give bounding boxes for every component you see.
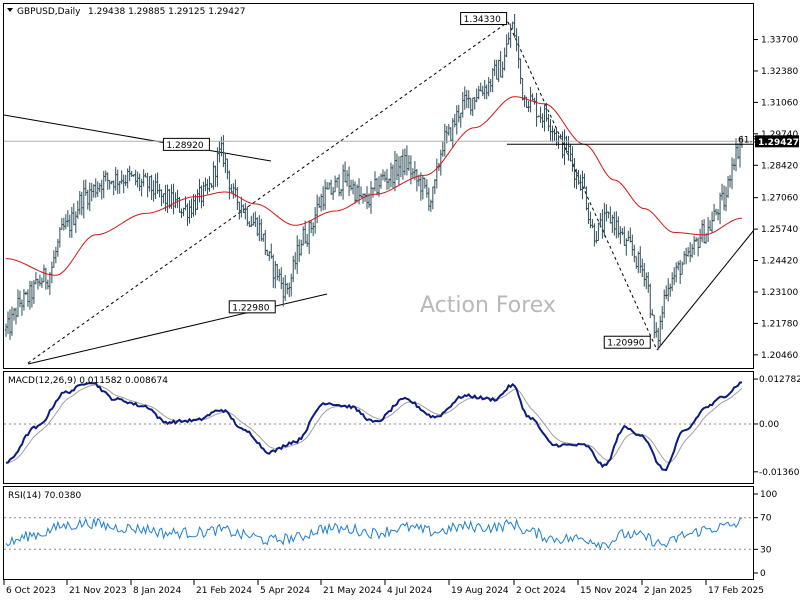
annotation-box — [603, 335, 651, 349]
time-axis: 6 Oct 2023 21 Nov 2023 8 Jan 2024 21 Feb 20… — [3, 580, 764, 596]
price-series — [4, 13, 744, 350]
time-tick-label: 17 Feb 2025 — [708, 586, 764, 596]
trendline-dashed-rise — [27, 21, 509, 364]
macd-label: MACD(12,26,9) 0.011582 0.008674 — [8, 376, 168, 386]
price-panel-frame — [3, 3, 754, 369]
price-annotation: 1.20990 — [603, 335, 651, 349]
annotation-box — [228, 300, 276, 314]
dropdown-triangle-icon — [7, 8, 13, 12]
time-tick-label: 2 Oct 2024 — [516, 586, 566, 596]
price-tick-label: 1.31060 — [761, 98, 798, 108]
rsi-panel: 100 70 30 0 — [4, 490, 777, 579]
trendline-lower-left — [27, 293, 328, 365]
last-price-badge-bg — [755, 135, 799, 148]
macd-panel-frame — [3, 371, 754, 484]
ohlc-values: 1.29438 1.29885 1.29125 1.29427 — [88, 7, 245, 17]
annotation-label: 1.20990 — [607, 339, 644, 349]
rsi-tick-label: 70 — [760, 514, 772, 524]
time-tick-label: 4 Jul 2024 — [387, 586, 432, 596]
macd-main-line — [5, 381, 742, 472]
rsi-tick-label: 30 — [760, 545, 772, 555]
price-tick-label: 1.28420 — [761, 161, 798, 171]
price-tick-label: 1.27060 — [761, 194, 798, 204]
fib-level-label: 61.8 — [738, 135, 758, 145]
macd-tick-label: -0.013603 — [759, 468, 800, 478]
rsi-tick-label: 100 — [760, 490, 777, 500]
symbol-header: GBPUSD,Daily 1.29438 1.29885 1.29125 1.2… — [7, 7, 245, 17]
annotation-box — [460, 12, 508, 26]
price-annotation: 1.28920 — [162, 137, 210, 151]
last-price-badge: 1.29427 — [755, 135, 799, 148]
annotation-label: 1.28920 — [166, 141, 203, 151]
macd-panel: 0.012782 0.00 -0.013603 — [4, 375, 800, 478]
price-tick-label: 1.33700 — [761, 36, 798, 46]
macd-signal-line — [6, 384, 743, 464]
price-annotation: 1.22980 — [228, 300, 276, 314]
price-tick-label: 1.20460 — [761, 351, 798, 361]
price-tick-label: 1.29740 — [761, 130, 798, 140]
macd-tick-label: 0.012782 — [759, 375, 800, 385]
price-annotations: 1.34330 1.28920 1.22980 1.20990 — [162, 12, 651, 349]
time-tick-label: 6 Oct 2023 — [6, 586, 56, 596]
watermark: Action Forex — [420, 293, 556, 318]
time-tick-label: 8 Jan 2024 — [133, 586, 181, 596]
annotation-label: 1.22980 — [232, 303, 269, 313]
price-annotation: 1.34330 — [460, 12, 508, 26]
moving-average-series — [5, 96, 743, 276]
price-tick-label: 1.25740 — [761, 225, 798, 235]
last-price-badge-label: 1.29427 — [758, 138, 799, 148]
time-tick-label: 21 May 2024 — [323, 586, 382, 596]
time-tick-label: 19 Aug 2024 — [451, 586, 509, 596]
macd-tick-label: 0.00 — [759, 420, 779, 430]
time-tick-label: 21 Feb 2024 — [196, 586, 252, 596]
rsi-panel-frame — [3, 486, 754, 580]
symbol-label: GBPUSD,Daily — [17, 7, 81, 17]
time-tick-label: 5 Apr 2024 — [260, 586, 310, 596]
price-tick-label: 1.24420 — [761, 257, 798, 267]
time-tick-label: 21 Nov 2023 — [69, 586, 127, 596]
annotation-label: 1.34330 — [464, 15, 501, 25]
rsi-label: RSI(14) 70.0380 — [8, 491, 81, 501]
trendlines — [3, 21, 755, 365]
price-tick-label: 1.23100 — [761, 288, 798, 298]
price-tick-label: 1.21780 — [761, 319, 798, 329]
price-tick-label: 1.32380 — [761, 67, 798, 77]
rsi-tick-label: 0 — [760, 569, 766, 579]
rsi-line — [5, 517, 743, 551]
trendline-lower-right — [656, 229, 755, 351]
time-tick-label: 15 Nov 2024 — [580, 586, 638, 596]
time-tick-label: 2 Jan 2025 — [644, 586, 692, 596]
price-axis: 1.33700 1.32380 1.31060 1.29740 1.28420 1.270… — [754, 36, 799, 361]
moving-average-line — [5, 96, 743, 276]
annotation-box — [162, 137, 210, 151]
price-reference-lines: 61.8 — [4, 135, 758, 145]
trendline-upper-left — [3, 114, 272, 162]
